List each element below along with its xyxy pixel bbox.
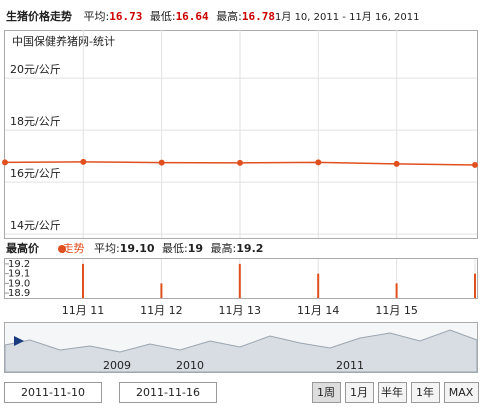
bar — [160, 283, 163, 298]
range-button-label: 1年 — [416, 385, 434, 399]
range-button[interactable] — [411, 382, 440, 403]
avg-label: 平均: — [84, 10, 110, 23]
range-button[interactable] — [345, 382, 374, 403]
point — [2, 159, 8, 166]
navigator-label: 2009 — [103, 359, 131, 372]
min: 19 — [188, 242, 203, 255]
bar — [82, 263, 84, 298]
avg: 16.73 — [109, 10, 142, 23]
title: 生猪价格走势 — [6, 9, 72, 23]
lower-title: 最高价 — [6, 241, 40, 255]
x-tick-label: 11月 14 — [297, 304, 340, 317]
point — [80, 158, 87, 165]
legend-label: 走势 — [63, 242, 85, 255]
navigator-label: 2010 — [176, 359, 204, 372]
x-tick-label: 11月 12 — [140, 304, 183, 317]
subtitle: 中国保健养猪网-统计 — [12, 34, 115, 48]
from-input[interactable] — [4, 382, 102, 403]
date-range: 1月 10, 2011 - 11月 16, 2011 — [275, 11, 419, 23]
y-tick-label: 16元/公斤 — [10, 167, 61, 180]
to-input[interactable] — [119, 382, 217, 403]
point — [393, 160, 400, 167]
bar — [395, 283, 398, 298]
point — [315, 159, 322, 166]
bar — [474, 273, 476, 298]
range-button-label: 半年 — [381, 385, 403, 399]
point — [236, 159, 243, 166]
y-tick-label: 14元/公斤 — [10, 219, 61, 232]
range-button-label: 1月 — [350, 386, 368, 399]
x-tick-label: 11月 13 — [219, 304, 262, 317]
navigator-label: 2011 — [336, 359, 364, 372]
navigator-area — [4, 329, 478, 373]
max-label: 最高: — [211, 241, 237, 255]
min-label: 最低: — [150, 10, 176, 23]
range-button[interactable] — [378, 382, 407, 403]
range-button-label: 1周 — [317, 386, 335, 399]
max-label: 最高: — [216, 9, 242, 23]
min: 16.64 — [176, 10, 209, 23]
min-label: 最低: — [162, 242, 188, 255]
y-tick-label: 19.2 — [8, 259, 30, 270]
point — [158, 159, 165, 166]
navigator-handle[interactable] — [14, 336, 24, 346]
y-tick-label: 19.1 — [8, 269, 30, 280]
y-tick-label: 20元/公斤 — [10, 63, 61, 76]
max: 16.78 — [242, 10, 275, 23]
from-date: 2011-11-10 — [21, 386, 85, 399]
legend-dot — [58, 245, 66, 253]
lower-header: 最高价 走势 平均:19.10 最低:19 最高:19.2 — [6, 241, 263, 255]
avg-label: 平均: — [94, 242, 120, 255]
y-tick-label: 19.0 — [8, 278, 30, 289]
plot-frame — [4, 30, 478, 239]
to-date: 2011-11-16 — [136, 386, 200, 399]
avg: 19.10 — [120, 242, 155, 255]
bar — [238, 263, 241, 298]
range-button-label: MAX — [449, 386, 474, 399]
bar — [317, 273, 320, 298]
lower-frame — [4, 258, 478, 299]
x-tick-label: 11月 15 — [375, 304, 418, 317]
y-tick-label: 18元/公斤 — [10, 115, 61, 128]
header: 生猪价格走势 平均:16.73 最低:16.64 最高:16.781月 10, … — [6, 9, 420, 23]
range-button[interactable] — [444, 382, 479, 403]
max: 19.2 — [236, 242, 263, 255]
point — [471, 161, 478, 168]
range-button[interactable] — [312, 382, 341, 403]
range-buttons: 1周 1月 半年 1年 MAX — [312, 382, 479, 403]
y-tick-label: 18.9 — [8, 288, 30, 299]
x-tick-label: 11月 11 — [62, 304, 105, 317]
